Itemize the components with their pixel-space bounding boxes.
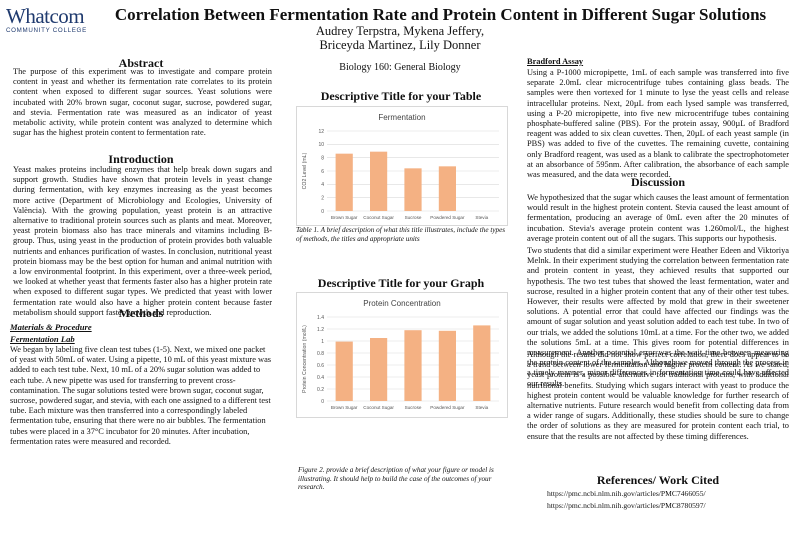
- y-tick-label: 0: [321, 399, 324, 405]
- bradford-text: Using a P-1000 micropipette, 1mL of each…: [527, 68, 789, 180]
- abstract-text: The purpose of this experiment was to in…: [13, 67, 272, 138]
- y-tick-label: 0.4: [317, 375, 324, 381]
- y-tick-label: 0.6: [317, 363, 324, 369]
- materials-procedure-subheading: Materials & Procedure: [10, 322, 92, 332]
- bar: [335, 153, 353, 211]
- chart-title: Protein Concentration: [363, 299, 440, 308]
- bar: [370, 338, 388, 401]
- authors-line-1: Audrey Terpstra, Mykena Jeffery,: [315, 24, 485, 38]
- authors-line-2: Briceyda Martinez, Lily Donner: [319, 38, 481, 52]
- abstract-heading: Abstract: [118, 56, 164, 70]
- bar: [335, 341, 353, 401]
- methods-heading: Methods: [118, 306, 164, 320]
- y-tick-label: 12: [318, 129, 324, 135]
- chart-title: Fermentation: [378, 113, 425, 122]
- bar: [404, 168, 422, 211]
- table-section-heading: Descriptive Title for your Table: [320, 89, 482, 103]
- x-tick-label: Coconut Sugar: [363, 405, 394, 410]
- y-tick-label: 0.2: [317, 387, 324, 393]
- bar: [370, 151, 388, 211]
- x-tick-label: Coconut Sugar: [363, 215, 394, 220]
- introduction-text: Yeast makes proteins including enzymes t…: [13, 165, 272, 317]
- table-caption: Table 1. A brief description of what thi…: [296, 226, 506, 243]
- references-heading: References/ Work Cited: [596, 473, 720, 487]
- fermentation-chart: Fermentation CO2 Level (mL) 0 2 4 6 8 10 12 Brown…: [296, 106, 508, 226]
- y-tick-label: 8: [321, 155, 324, 161]
- course-name: Biology 160: General Biology: [339, 62, 461, 73]
- methods-text: We began by labeling five clean test tub…: [10, 345, 272, 446]
- y-tick-label: 0: [321, 209, 324, 215]
- y-tick-label: 1: [321, 339, 324, 345]
- y-tick-label: 4: [321, 182, 324, 188]
- graph-caption: Figure 2. provide a brief description of…: [298, 466, 494, 492]
- y-tick-label: 6: [321, 169, 324, 175]
- reference-link[interactable]: https://pmc.ncbi.nlm.nih.gov/articles/PM…: [547, 501, 706, 510]
- x-tick-label: Brown Sugar: [331, 215, 358, 220]
- reference-link[interactable]: https://pmc.ncbi.nlm.nih.gov/articles/PM…: [547, 489, 706, 498]
- graph-section-heading: Descriptive Title for your Graph: [317, 276, 485, 290]
- authors: Audrey Terpstra, Mykena Jeffery, Briceyd…: [270, 24, 530, 52]
- protein-chart-svg: Protein Concentration Protein Concentrati…: [302, 299, 499, 410]
- y-tick-label: 1.4: [317, 315, 324, 321]
- y-tick-label: 0.8: [317, 351, 324, 357]
- discussion-paragraph-2: Two students that did a similar experime…: [527, 246, 789, 388]
- bar: [404, 330, 422, 401]
- discussion-paragraph-3: Although the results did not show perfec…: [527, 350, 789, 441]
- x-tick-label: Powdered Sugar: [430, 215, 465, 220]
- discussion-paragraph-1: We hypothesized that the sugar which cau…: [527, 193, 789, 243]
- references-list: https://pmc.ncbi.nlm.nih.gov/articles/PM…: [547, 488, 787, 512]
- introduction-heading: Introduction: [108, 152, 174, 166]
- bradford-heading: Bradford Assay: [527, 57, 584, 66]
- x-tick-label: Stevia: [475, 215, 488, 220]
- x-tick-label: Brown Sugar: [331, 405, 358, 410]
- fermentation-lab-subheading: Fermentation Lab: [10, 334, 75, 344]
- logo-subtitle: COMMUNITY COLLEGE: [6, 27, 87, 34]
- fermentation-chart-svg: Fermentation CO2 Level (mL) 0 2 4 6 8 10 12 Brown…: [302, 113, 499, 220]
- x-tick-label: Powdered Sugar: [430, 405, 465, 410]
- bar: [438, 166, 456, 211]
- y-axis-label: Protein Concentration (mol/L): [302, 325, 308, 393]
- x-tick-label: Sucrose: [405, 215, 422, 220]
- x-tick-label: Stevia: [475, 405, 488, 410]
- logo-name: Whatcom: [6, 4, 85, 28]
- college-logo: Whatcom COMMUNITY COLLEGE: [6, 6, 131, 36]
- y-tick-label: 10: [318, 142, 324, 148]
- bar: [473, 325, 491, 401]
- y-tick-label: 1.2: [317, 327, 324, 333]
- y-tick-label: 2: [321, 195, 324, 201]
- bar: [438, 330, 456, 401]
- x-tick-label: Sucrose: [405, 405, 422, 410]
- discussion-heading: Discussion: [630, 175, 686, 189]
- poster-title: Correlation Between Fermentation Rate an…: [114, 5, 767, 24]
- y-axis-label: CO2 Level (mL): [302, 152, 308, 189]
- protein-chart: Protein Concentration Protein Concentrati…: [296, 292, 508, 418]
